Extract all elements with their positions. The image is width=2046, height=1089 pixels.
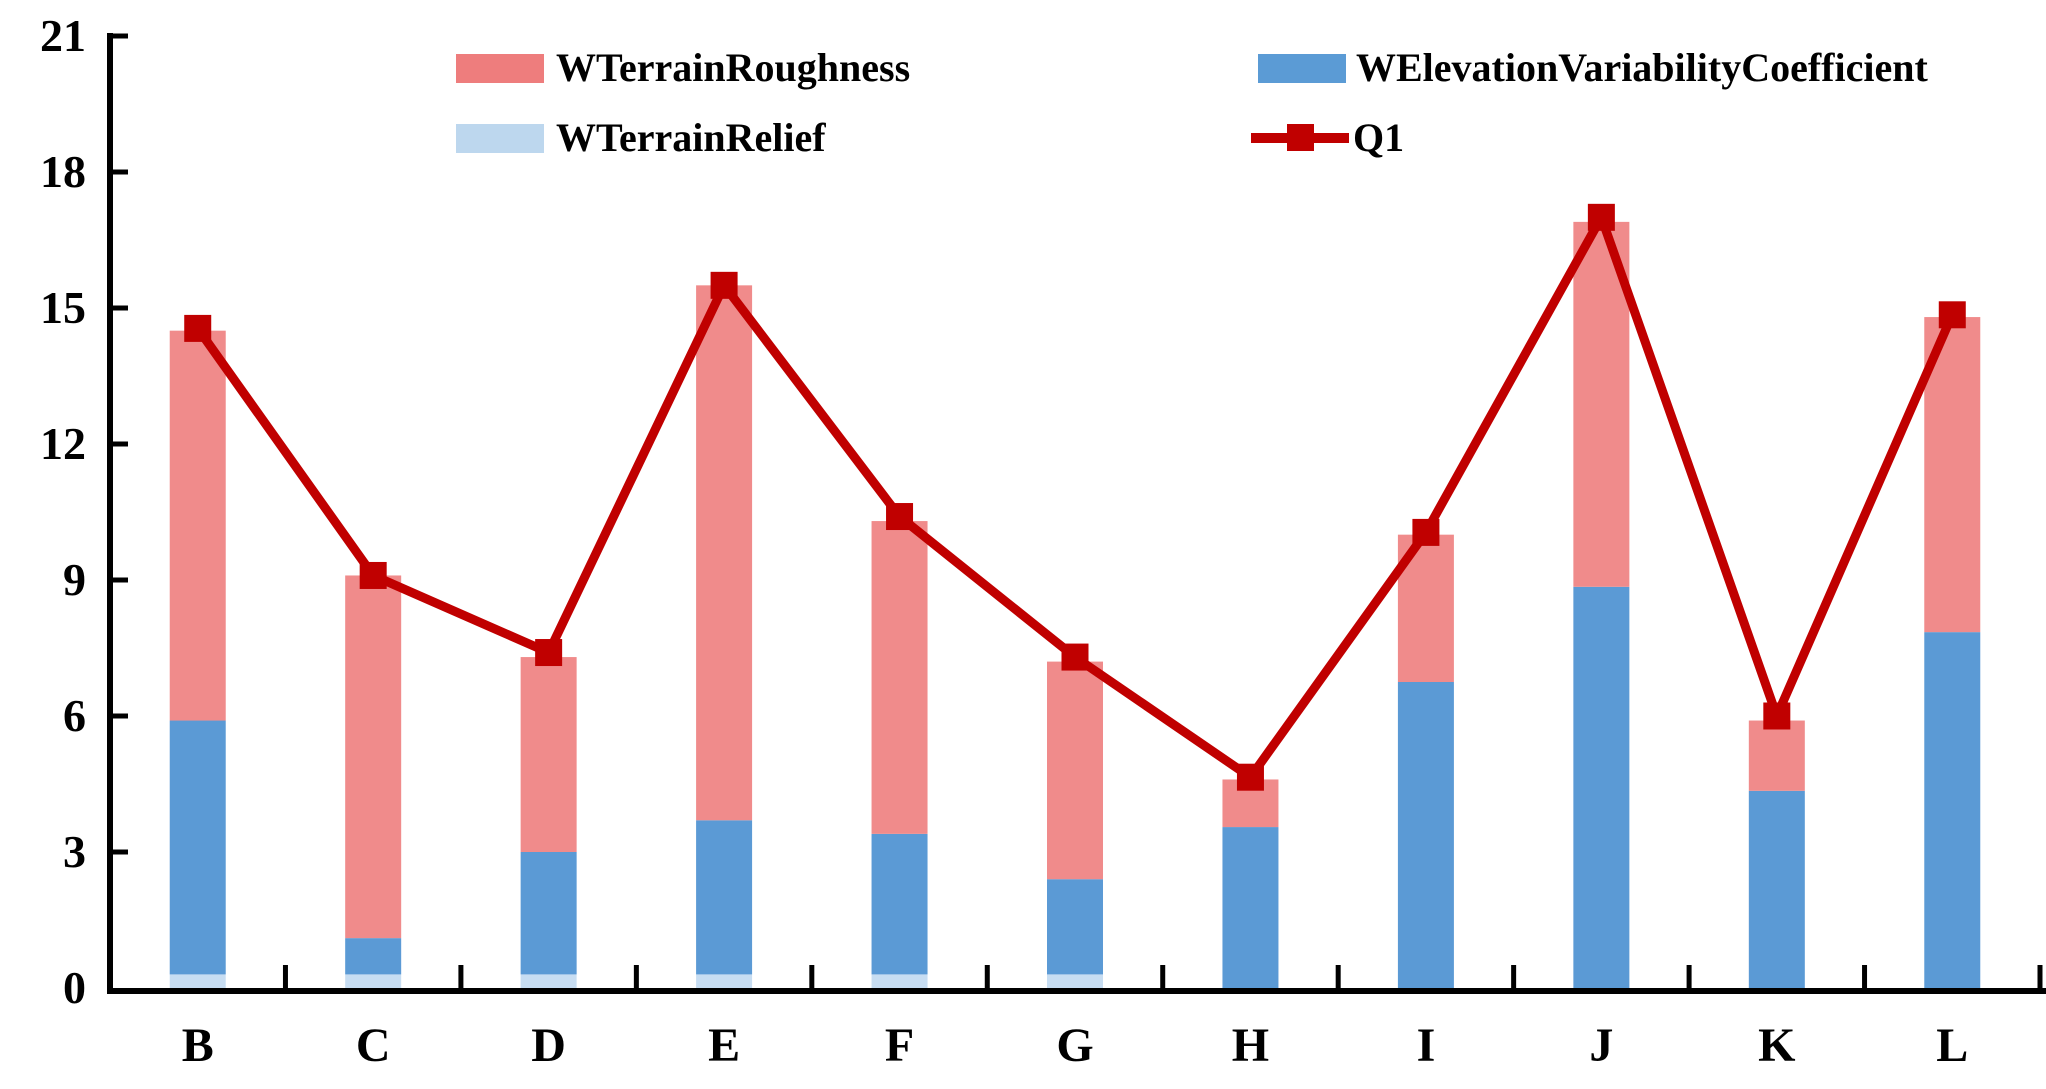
q1-marker-K bbox=[1763, 702, 1791, 730]
x-category-label-K: K bbox=[1758, 1019, 1796, 1072]
x-category-label-D: D bbox=[531, 1019, 566, 1072]
bar-segment-WTerrainRelief-B bbox=[169, 974, 226, 988]
q1-marker-C bbox=[359, 561, 387, 589]
x-axis-tick bbox=[1160, 965, 1166, 988]
bar-segment-WTerrainRoughness-B bbox=[169, 330, 226, 721]
y-tick-label-12: 12 bbox=[40, 418, 86, 469]
y-axis-line bbox=[107, 33, 113, 994]
y-tick-label-6: 6 bbox=[63, 690, 86, 741]
bar-segment-WElevationVariabilityCoefficient-K bbox=[1748, 790, 1805, 988]
bar-segment-WTerrainRelief-G bbox=[1047, 974, 1103, 988]
bar-segment-WElevationVariabilityCoefficient-J bbox=[1573, 586, 1630, 988]
bar-segment-WTerrainRoughness-C bbox=[345, 575, 402, 939]
q1-marker-G bbox=[1061, 643, 1089, 671]
x-category-label-L: L bbox=[1936, 1019, 1969, 1072]
q1-marker-L bbox=[1938, 301, 1966, 329]
y-tick-label-9: 9 bbox=[63, 554, 86, 605]
bar-segment-WElevationVariabilityCoefficient-C bbox=[345, 938, 402, 975]
x-category-label-G: G bbox=[1056, 1019, 1094, 1072]
x-category-label-F: F bbox=[884, 1019, 915, 1072]
x-axis-tick bbox=[633, 965, 639, 988]
bar-segment-WTerrainRoughness-F bbox=[871, 521, 928, 834]
legend-label-elevation-variability: WElevationVariabilityCoefficient bbox=[1356, 45, 1928, 90]
y-axis-tick bbox=[110, 577, 128, 583]
y-axis-tick bbox=[110, 441, 128, 447]
bar-segment-WElevationVariabilityCoefficient-D bbox=[520, 852, 577, 975]
x-category-label-C: C bbox=[355, 1019, 391, 1072]
y-axis-tick bbox=[110, 169, 128, 175]
x-axis-tick bbox=[282, 965, 288, 988]
q1-marker-J bbox=[1587, 203, 1615, 231]
x-axis-tick bbox=[809, 965, 815, 988]
bar-segment-WElevationVariabilityCoefficient-I bbox=[1397, 682, 1454, 988]
bar-segment-WElevationVariabilityCoefficient-G bbox=[1047, 879, 1103, 975]
bar-segment-WElevationVariabilityCoefficient-H bbox=[1222, 827, 1279, 988]
bar-segment-WElevationVariabilityCoefficient-B bbox=[169, 720, 226, 975]
x-axis-line bbox=[107, 988, 2046, 994]
bar-segment-WElevationVariabilityCoefficient-F bbox=[871, 833, 928, 975]
legend-label-terrain-roughness: WTerrainRoughness bbox=[556, 45, 911, 90]
q1-marker-E bbox=[710, 271, 738, 299]
y-tick-label-18: 18 bbox=[40, 146, 86, 197]
x-category-label-B: B bbox=[181, 1019, 214, 1072]
y-axis-tick bbox=[110, 33, 128, 39]
bar-segment-WElevationVariabilityCoefficient-E bbox=[696, 820, 753, 975]
y-tick-label-0: 0 bbox=[63, 962, 86, 1013]
q1-marker-F bbox=[886, 503, 914, 531]
bar-segment-WTerrainRoughness-L bbox=[1924, 317, 1981, 633]
x-axis-tick bbox=[984, 965, 990, 988]
legend-swatch-terrain-relief bbox=[456, 124, 544, 153]
bar-segment-WElevationVariabilityCoefficient-L bbox=[1924, 632, 1981, 988]
bar-segment-WTerrainRelief-F bbox=[871, 974, 928, 988]
x-axis-tick bbox=[1335, 965, 1341, 988]
legend-label-q1: Q1 bbox=[1353, 115, 1405, 160]
bar-segment-WTerrainRelief-D bbox=[520, 974, 577, 988]
legend-marker-q1-icon bbox=[1287, 124, 1314, 151]
bar-segment-WTerrainRoughness-K bbox=[1748, 720, 1805, 791]
bar-segment-WTerrainRoughness-E bbox=[696, 285, 753, 821]
q1-marker-D bbox=[535, 639, 563, 667]
x-category-label-I: I bbox=[1416, 1019, 1436, 1072]
x-axis-tick bbox=[1686, 965, 1692, 988]
y-axis-tick bbox=[110, 305, 128, 311]
q1-marker-I bbox=[1412, 518, 1440, 546]
x-axis-tick bbox=[1862, 965, 1868, 988]
y-tick-label-21: 21 bbox=[40, 10, 86, 61]
x-category-label-H: H bbox=[1231, 1019, 1270, 1072]
legend-label-terrain-relief: WTerrainRelief bbox=[556, 115, 826, 160]
bar-segment-WTerrainRoughness-G bbox=[1047, 661, 1103, 880]
q1-marker-B bbox=[184, 314, 212, 342]
x-category-label-J: J bbox=[1589, 1019, 1614, 1072]
q1-marker-H bbox=[1236, 763, 1264, 791]
y-tick-label-3: 3 bbox=[63, 826, 86, 877]
y-tick-label-15: 15 bbox=[40, 282, 86, 333]
x-axis-tick bbox=[2037, 965, 2043, 988]
y-axis-tick bbox=[110, 713, 128, 719]
bar-segment-WTerrainRelief-E bbox=[696, 974, 753, 988]
y-axis-tick bbox=[110, 849, 128, 855]
bar-segment-WTerrainRelief-C bbox=[345, 974, 402, 988]
x-axis-tick bbox=[458, 965, 464, 988]
bar-segment-WTerrainRoughness-D bbox=[520, 657, 577, 852]
x-category-label-E: E bbox=[708, 1019, 741, 1072]
legend-swatch-terrain-roughness bbox=[456, 54, 544, 83]
legend-swatch-elevation-variability bbox=[1258, 54, 1346, 83]
x-axis-tick bbox=[1511, 965, 1517, 988]
